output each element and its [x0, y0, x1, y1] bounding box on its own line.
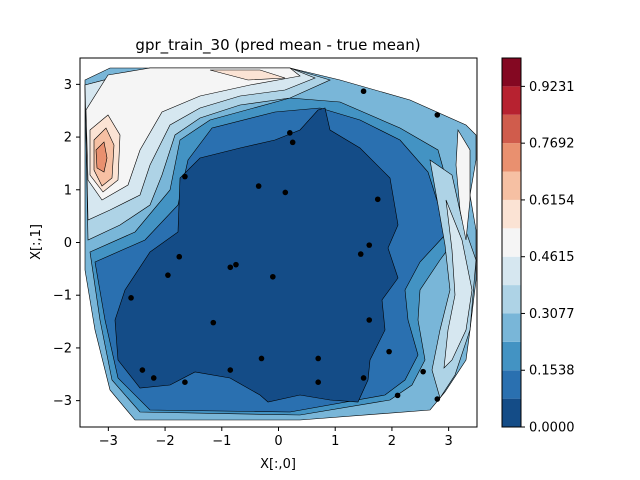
colorbar-tick-label: 0.0000: [529, 421, 575, 436]
colorbar-tick-label: 0.6154: [529, 193, 575, 208]
colorbar: 0.0000 0.1538 0.3077 0.4615 0.6154 0.7692 0.92…: [501, 57, 575, 436]
y-tick-label: −3: [53, 394, 72, 409]
colorbar-band: [502, 143, 521, 172]
colorbar-band: [502, 341, 521, 371]
y-tick-label: 2: [64, 131, 72, 146]
x-axis: −3 −2 −1 0 1 2 3: [99, 427, 453, 449]
training-point: [366, 317, 373, 323]
colorbar-ticks: 0.0000 0.1538 0.3077 0.4615 0.6154 0.7692 0.92…: [521, 80, 575, 436]
colorbar-band: [502, 256, 521, 286]
y-tick-label: −2: [53, 341, 72, 356]
y-axis: −3 −2 −1 0 1 2 3: [53, 78, 80, 409]
training-point: [182, 173, 188, 180]
training-points: [128, 88, 441, 402]
colorbar-band: [502, 285, 521, 314]
x-tick-label: −3: [99, 434, 118, 449]
y-tick-label: 1: [64, 183, 72, 198]
training-point: [386, 348, 392, 355]
training-point: [434, 112, 441, 118]
contour-band-l9-left: [95, 141, 108, 173]
training-point: [434, 396, 441, 402]
colorbar-tick-label: 0.1538: [529, 364, 575, 379]
colorbar-band: [502, 86, 521, 115]
training-point: [270, 273, 276, 280]
colorbar-frame: [501, 57, 522, 428]
training-point: [315, 379, 322, 385]
colorbar-bands: [502, 58, 521, 427]
training-point: [233, 261, 239, 268]
training-point: [139, 367, 146, 373]
training-point: [394, 392, 401, 399]
training-point: [255, 183, 262, 189]
training-point: [289, 139, 296, 146]
training-point: [227, 264, 234, 271]
y-tick-label: −1: [53, 289, 72, 304]
training-point: [287, 130, 293, 136]
training-point: [357, 251, 364, 257]
training-point: [315, 355, 322, 362]
training-point: [227, 367, 234, 373]
contour-band-l6-right: [455, 129, 471, 241]
training-point: [360, 375, 367, 381]
x-tick-label: −1: [212, 434, 231, 449]
training-point: [282, 189, 289, 196]
plot-area: −3 −2 −1 0 1 2 3 −3 −2 −1 0 1 2 3: [53, 57, 478, 449]
x-tick-label: 1: [331, 434, 339, 449]
colorbar-band: [502, 171, 521, 200]
training-point: [366, 242, 373, 248]
contour-band-l6-ul: [85, 67, 301, 201]
training-point: [182, 379, 188, 385]
colorbar-band: [502, 313, 521, 342]
colorbar-band: [502, 398, 521, 427]
chart-title: gpr_train_30 (pred mean - true mean): [135, 36, 420, 55]
y-axis-label: X[:,1]: [29, 224, 44, 260]
colorbar-band: [502, 58, 521, 87]
training-point: [150, 375, 157, 381]
colorbar-tick-label: 0.7692: [529, 137, 575, 152]
training-point: [374, 196, 381, 203]
colorbar-tick-label: 0.9231: [529, 80, 575, 95]
colorbar-tick-label: 0.4615: [529, 250, 575, 265]
training-point: [360, 88, 367, 95]
colorbar-band: [502, 114, 521, 144]
x-axis-label: X[:,0]: [260, 457, 296, 472]
training-point: [258, 355, 265, 362]
colorbar-band: [502, 370, 521, 399]
training-point: [420, 368, 426, 375]
contour-fills: [84, 67, 477, 421]
x-tick-label: −2: [155, 434, 174, 449]
contour-band-l7-ul: [209, 69, 286, 81]
training-point: [165, 272, 171, 278]
training-point: [176, 253, 183, 260]
y-tick-label: 3: [64, 78, 72, 93]
training-point: [128, 295, 134, 301]
contour-band-l0: [114, 107, 399, 403]
training-point: [210, 319, 217, 326]
x-tick-label: 0: [274, 434, 282, 449]
y-tick-label: 0: [64, 236, 72, 251]
colorbar-tick-label: 0.3077: [529, 307, 575, 322]
contour-band-l5-right: [443, 199, 473, 369]
x-tick-label: 3: [445, 434, 453, 449]
colorbar-band: [502, 228, 521, 257]
colorbar-band: [502, 199, 521, 229]
x-tick-label: 2: [388, 434, 396, 449]
